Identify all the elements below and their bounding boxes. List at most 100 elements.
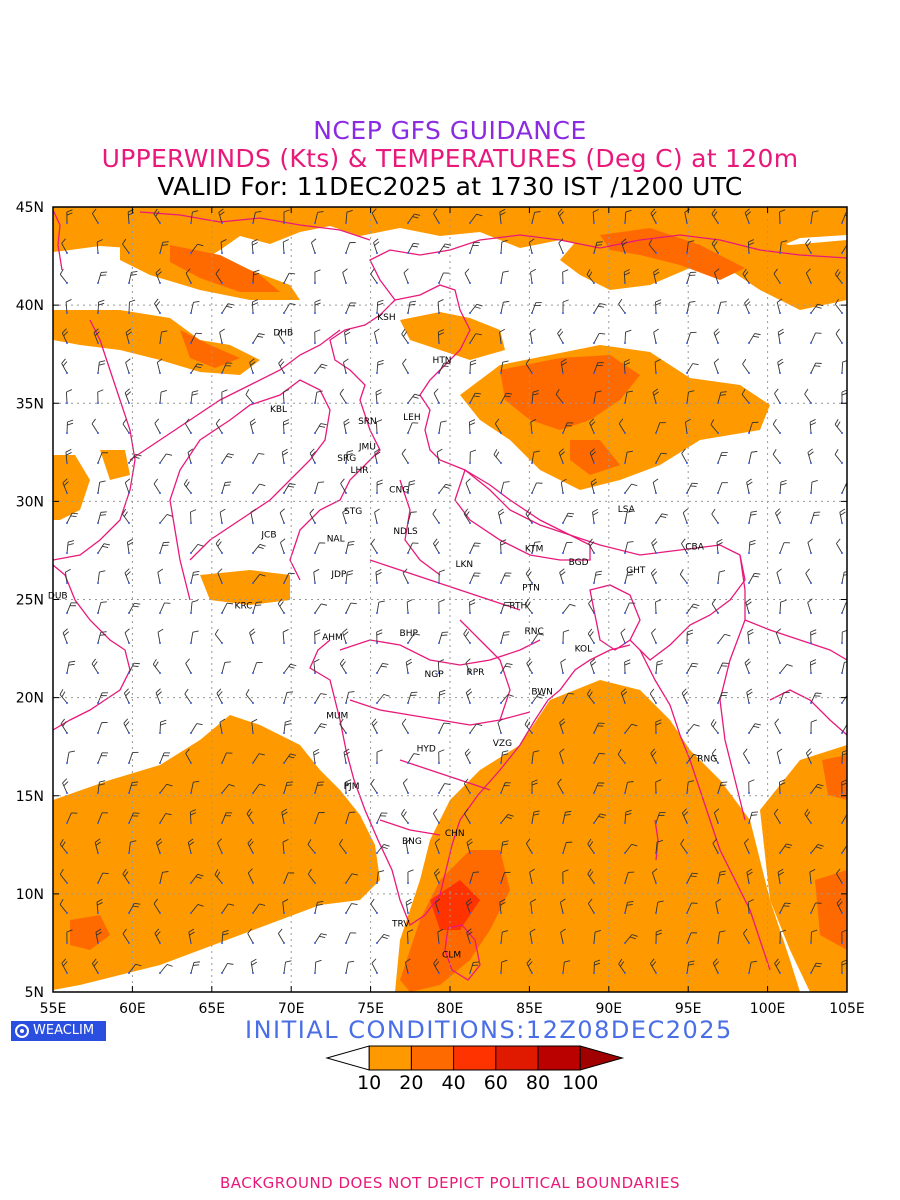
wind-barb <box>91 658 99 674</box>
lon-label: 105E <box>829 1001 865 1017</box>
wind-barb <box>524 598 533 614</box>
wind-barb <box>686 723 700 734</box>
lon-label: 95E <box>675 1001 702 1017</box>
wind-barb <box>531 693 545 704</box>
wind-barb <box>836 898 843 914</box>
wind-barb <box>562 810 572 824</box>
wind-barb <box>499 898 506 914</box>
wind-barb <box>405 838 412 854</box>
wind-barb <box>559 748 565 764</box>
shade-tibet-core-2 <box>570 440 620 475</box>
india-states-5 <box>399 759 491 791</box>
wind-barb <box>190 630 199 644</box>
wind-barb <box>376 933 390 944</box>
wind-barb <box>438 483 452 494</box>
wind-barb <box>589 418 596 434</box>
wind-barb <box>469 333 482 344</box>
wind-barb <box>155 838 163 854</box>
lon-label: 75E <box>357 1001 384 1017</box>
station-ght: GHT <box>626 566 646 576</box>
wind-barb <box>122 928 130 944</box>
wind-barb <box>279 508 285 524</box>
wind-barb <box>686 932 698 944</box>
wind-barb <box>710 718 719 734</box>
wind-barb <box>748 333 761 344</box>
station-kol: KOL <box>575 645 593 655</box>
wind-barb <box>221 453 234 464</box>
wind-barb <box>340 478 347 494</box>
wind-barb <box>717 391 727 404</box>
station-rnc: RNC <box>525 627 544 637</box>
wind-barb <box>686 271 697 284</box>
wind-barb <box>374 448 381 464</box>
wind-barb <box>648 239 657 254</box>
wind-barb <box>810 210 819 224</box>
wind-barb <box>97 752 109 764</box>
wind-barb <box>686 363 699 374</box>
wind-barb <box>407 691 418 704</box>
wind-barb <box>189 809 197 824</box>
india-coastline <box>309 639 631 926</box>
wind-barb <box>744 298 751 314</box>
wind-barb <box>681 808 689 824</box>
wind-barb <box>559 568 566 584</box>
wind-barb <box>437 299 444 314</box>
wind-barb <box>438 783 451 794</box>
wind-barb <box>557 208 564 224</box>
wind-barb <box>618 418 626 434</box>
wind-barb <box>810 332 822 344</box>
wind-barb <box>124 628 130 644</box>
wind-barb <box>588 598 595 614</box>
wind-barb <box>407 422 419 434</box>
wind-barb <box>282 239 289 254</box>
wind-barb <box>314 812 325 824</box>
axis-ticks <box>52 206 848 993</box>
wind-barb <box>680 838 688 854</box>
station-pjm: PJM <box>344 782 360 792</box>
wind-barb <box>252 573 266 584</box>
shade-west-spot <box>100 450 130 480</box>
station-cba: CBA <box>685 543 704 553</box>
wind-barb <box>314 329 321 344</box>
wind-barb <box>59 838 68 854</box>
border-northwest <box>289 299 396 581</box>
wind-barb <box>776 298 783 314</box>
station-chn: CHN <box>445 829 465 839</box>
wind-barb <box>342 508 348 524</box>
wind-barb <box>247 838 254 854</box>
lat-label: 20N <box>16 691 44 707</box>
wind-barb <box>251 299 259 314</box>
wind-barb <box>717 692 728 704</box>
wind-barb <box>371 958 378 974</box>
wind-barb <box>438 749 445 764</box>
afghanistan-border <box>129 329 341 461</box>
wind-barb <box>711 508 719 524</box>
wind-barb <box>97 360 106 374</box>
wind-barb <box>217 838 223 854</box>
wind-barb <box>779 843 793 854</box>
wind-barb <box>153 208 161 224</box>
wind-barb <box>810 303 824 314</box>
wind-barb <box>187 838 195 854</box>
wind-barb <box>469 542 481 554</box>
wind-barb <box>650 208 657 224</box>
wind-barb <box>500 539 507 554</box>
wind-barb <box>469 572 481 584</box>
wind-barb <box>624 781 634 794</box>
wind-barb <box>469 599 476 614</box>
border-north <box>394 284 741 556</box>
bangladesh-border <box>589 584 641 651</box>
wind-barb <box>345 960 355 974</box>
wind-barb <box>500 782 512 794</box>
wind-barb <box>376 299 384 314</box>
station-clm: CLM <box>442 951 461 961</box>
wind-barb <box>402 568 409 584</box>
wind-barb <box>835 328 843 344</box>
wind-barb <box>774 718 781 734</box>
wind-barb <box>400 808 409 824</box>
wind-barb <box>717 870 726 884</box>
wind-barb <box>531 450 540 464</box>
wind-barb <box>157 568 164 584</box>
wind-barb <box>500 663 513 674</box>
station-mum: MUM <box>326 711 348 721</box>
